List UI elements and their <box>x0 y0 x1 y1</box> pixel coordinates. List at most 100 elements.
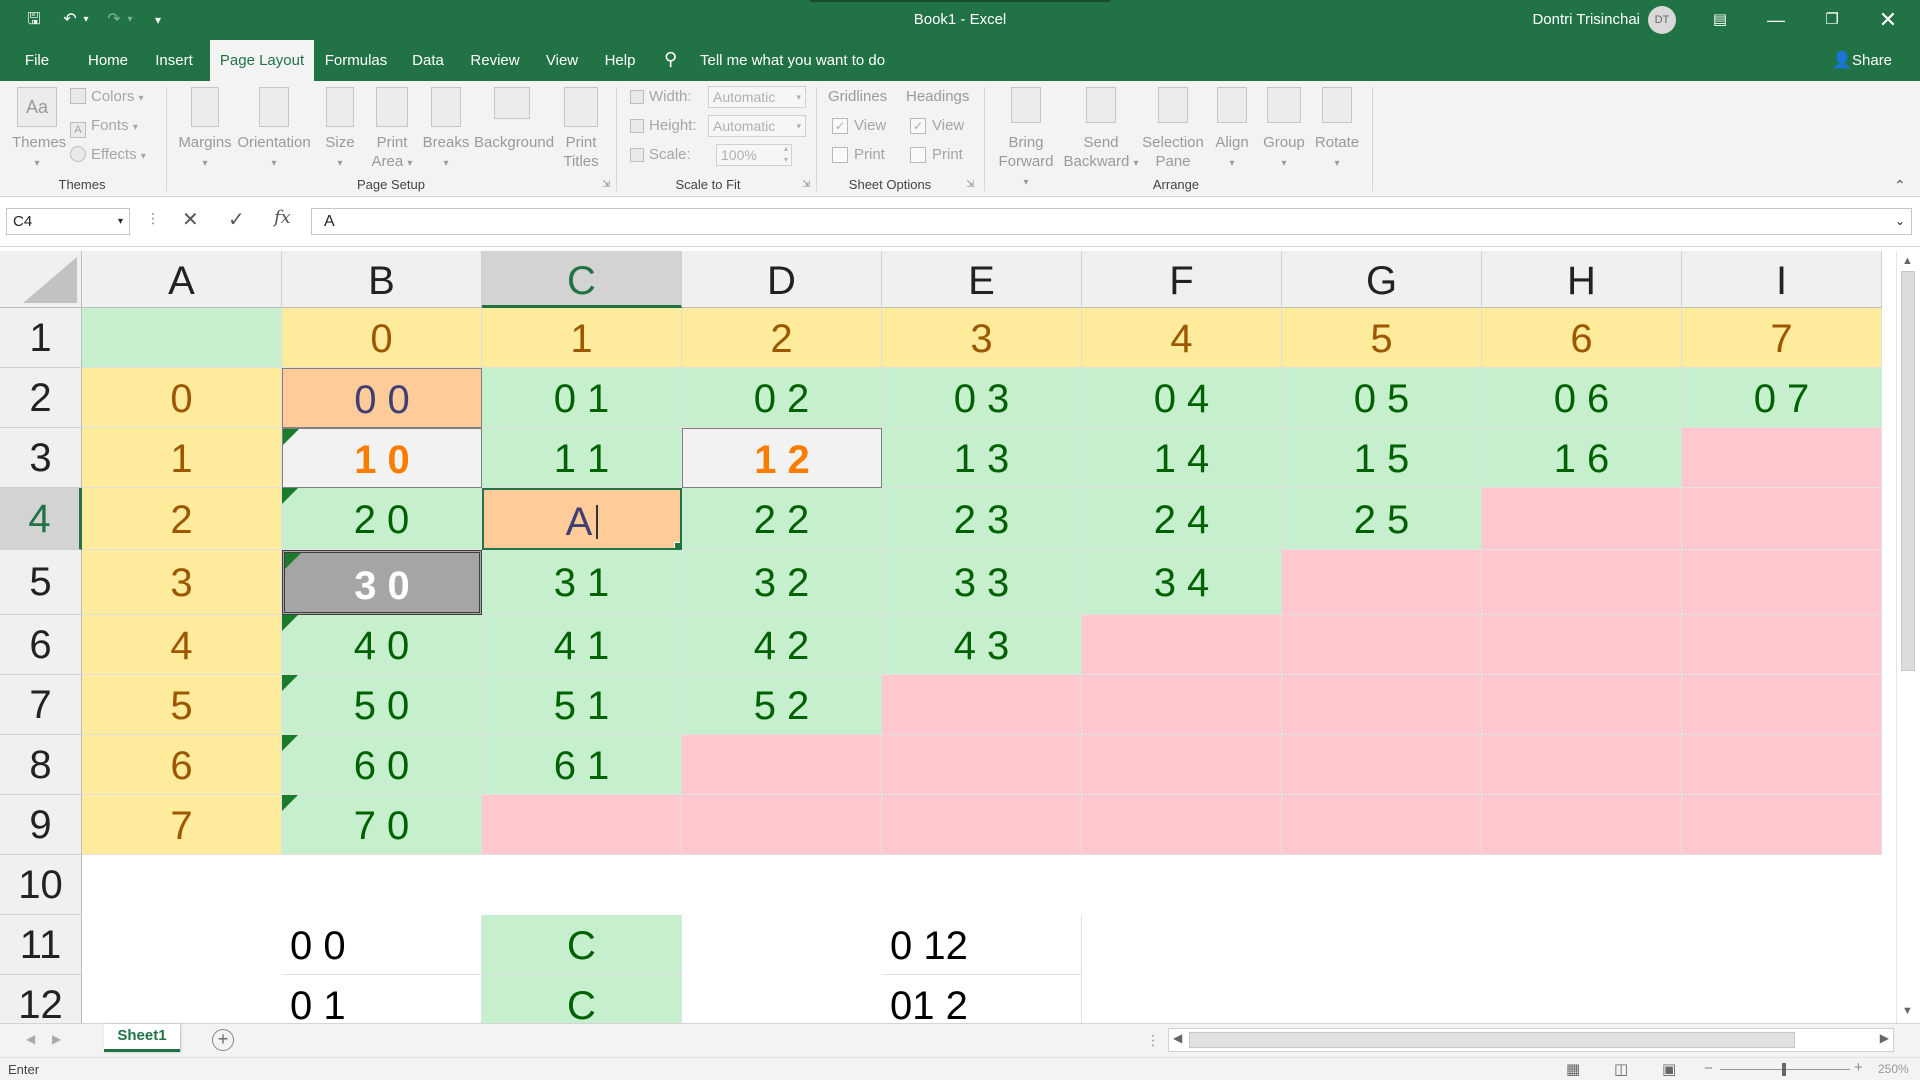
print-titles-button[interactable]: Print Titles <box>558 87 604 171</box>
vertical-scrollbar[interactable]: ▲ ▼ <box>1896 251 1920 1023</box>
orientation-button[interactable]: Orientation ▾ <box>236 87 312 173</box>
cell-h9[interactable] <box>1482 795 1682 855</box>
group-button[interactable]: Group ▾ <box>1260 87 1308 173</box>
cell-e8[interactable] <box>882 735 1082 795</box>
cell-d6[interactable]: 4 2 <box>682 615 882 675</box>
themes-button[interactable]: Aa Themes ▾ <box>12 87 66 173</box>
confirm-entry-icon[interactable]: ✓ <box>228 209 245 231</box>
column-header-g[interactable]: G <box>1282 251 1482 308</box>
cell-f9[interactable] <box>1082 795 1282 855</box>
margins-button[interactable]: Margins ▾ <box>178 87 232 173</box>
selection-pane-button[interactable]: Selection Pane <box>1138 87 1208 171</box>
tab-split-handle-icon[interactable]: ⋮ <box>1146 1032 1160 1048</box>
cell-c4[interactable]: A <box>482 488 682 550</box>
cell-a7[interactable]: 5 <box>82 675 282 735</box>
tell-me-search[interactable]: Tell me what you want to do <box>700 52 886 69</box>
customize-toolbar-icon[interactable]: ▾ <box>154 13 162 27</box>
ribbon-display-options-icon[interactable]: ▤ <box>1712 11 1728 28</box>
name-box[interactable]: C4 ▾ <box>6 208 130 235</box>
error-indicator-icon[interactable] <box>282 675 298 691</box>
gridlines-print-checkbox[interactable] <box>832 147 848 163</box>
row-header-2[interactable]: 2 <box>0 368 82 428</box>
tab-review[interactable]: Review <box>470 52 520 69</box>
cell-a9[interactable]: 7 <box>82 795 282 855</box>
cell-c9[interactable] <box>482 795 682 855</box>
column-header-h[interactable]: H <box>1482 251 1682 308</box>
cell-g6[interactable] <box>1282 615 1482 675</box>
cell-i4[interactable] <box>1682 488 1882 550</box>
cell-h1[interactable]: 6 <box>1482 308 1682 368</box>
share-button[interactable]: Share <box>1852 52 1893 69</box>
error-indicator-icon[interactable] <box>282 735 298 751</box>
zoom-level[interactable]: 250% <box>1878 1062 1909 1076</box>
scale-launcher-icon[interactable]: ⇲ <box>802 179 811 190</box>
cell-d4[interactable]: 2 2 <box>682 488 882 550</box>
row-header-5[interactable]: 5 <box>0 550 82 615</box>
cell-b9[interactable]: 7 0 <box>282 795 482 855</box>
close-icon[interactable]: ✕ <box>1878 7 1898 32</box>
cell-e5[interactable]: 3 3 <box>882 550 1082 615</box>
cell-d5[interactable]: 3 2 <box>682 550 882 615</box>
share-icon[interactable]: 👤 <box>1832 52 1852 69</box>
cell-c6[interactable]: 4 1 <box>482 615 682 675</box>
tab-help[interactable]: Help <box>604 52 636 69</box>
cell-b3[interactable]: 1 0 <box>282 428 482 488</box>
cell-e4[interactable]: 2 3 <box>882 488 1082 550</box>
cell-c7[interactable]: 5 1 <box>482 675 682 735</box>
cell-i9[interactable] <box>1682 795 1882 855</box>
error-indicator-icon[interactable] <box>283 429 299 445</box>
cell-g4[interactable]: 2 5 <box>1282 488 1482 550</box>
select-all-button[interactable] <box>0 251 82 308</box>
cell-h5[interactable] <box>1482 550 1682 615</box>
headings-print-checkbox[interactable] <box>910 147 926 163</box>
cell-h2[interactable]: 0 6 <box>1482 368 1682 428</box>
cell-b1[interactable]: 0 <box>282 308 482 368</box>
error-indicator-icon[interactable] <box>282 615 298 631</box>
new-sheet-button[interactable]: + <box>212 1029 234 1051</box>
cell-f3[interactable]: 1 4 <box>1082 428 1282 488</box>
cell-e12[interactable]: 01 2 <box>882 975 1082 1023</box>
align-button[interactable]: Align ▾ <box>1210 87 1254 173</box>
restore-icon[interactable]: ❐ <box>1825 11 1839 28</box>
cell-i6[interactable] <box>1682 615 1882 675</box>
cell-f6[interactable] <box>1082 615 1282 675</box>
cell-b5[interactable]: 3 0 <box>282 550 482 615</box>
row-header-3[interactable]: 3 <box>0 428 82 488</box>
cell-c12[interactable]: C <box>482 975 682 1023</box>
normal-view-icon[interactable]: ▦ <box>1566 1061 1581 1078</box>
cell-g9[interactable] <box>1282 795 1482 855</box>
zoom-in-icon[interactable]: + <box>1854 1059 1863 1076</box>
cell-c2[interactable]: 0 1 <box>482 368 682 428</box>
height-select[interactable]: Automatic ▾ <box>708 115 806 137</box>
cell-d3[interactable]: 1 2 <box>682 428 882 488</box>
cell-b6[interactable]: 4 0 <box>282 615 482 675</box>
cell-g5[interactable] <box>1282 550 1482 615</box>
cell-f1[interactable]: 4 <box>1082 308 1282 368</box>
rotate-button[interactable]: Rotate ▾ <box>1312 87 1362 173</box>
cell-a6[interactable]: 4 <box>82 615 282 675</box>
cell-i7[interactable] <box>1682 675 1882 735</box>
column-header-i[interactable]: I <box>1682 251 1882 308</box>
expand-formula-icon[interactable]: ⌄ <box>1894 214 1905 228</box>
bring-forward-button[interactable]: Bring Forward ▾ <box>996 87 1056 192</box>
cell-h3[interactable]: 1 6 <box>1482 428 1682 488</box>
scroll-right-icon[interactable]: ▶ <box>1879 1031 1889 1045</box>
cell-f2[interactable]: 0 4 <box>1082 368 1282 428</box>
cell-e7[interactable] <box>882 675 1082 735</box>
row-header-10[interactable]: 10 <box>0 855 82 915</box>
cell-e11[interactable]: 0 12 <box>882 915 1082 975</box>
cell-b8[interactable]: 6 0 <box>282 735 482 795</box>
background-button[interactable]: Background <box>474 87 554 152</box>
column-header-a[interactable]: A <box>82 251 282 308</box>
fill-handle[interactable] <box>674 542 680 548</box>
scale-input[interactable]: 100% ▴ ▾ <box>716 144 792 166</box>
cell-g7[interactable] <box>1282 675 1482 735</box>
row-header-4[interactable]: 4 <box>0 488 82 550</box>
row-header-1[interactable]: 1 <box>0 308 82 368</box>
cell-b2[interactable]: 0 0 <box>282 368 482 428</box>
cell-i2[interactable]: 0 7 <box>1682 368 1882 428</box>
cell-e2[interactable]: 0 3 <box>882 368 1082 428</box>
cell-h8[interactable] <box>1482 735 1682 795</box>
cell-i5[interactable] <box>1682 550 1882 615</box>
cell-g3[interactable]: 1 5 <box>1282 428 1482 488</box>
